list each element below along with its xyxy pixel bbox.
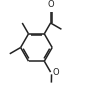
Text: O: O bbox=[47, 0, 54, 9]
Text: O: O bbox=[53, 68, 59, 77]
